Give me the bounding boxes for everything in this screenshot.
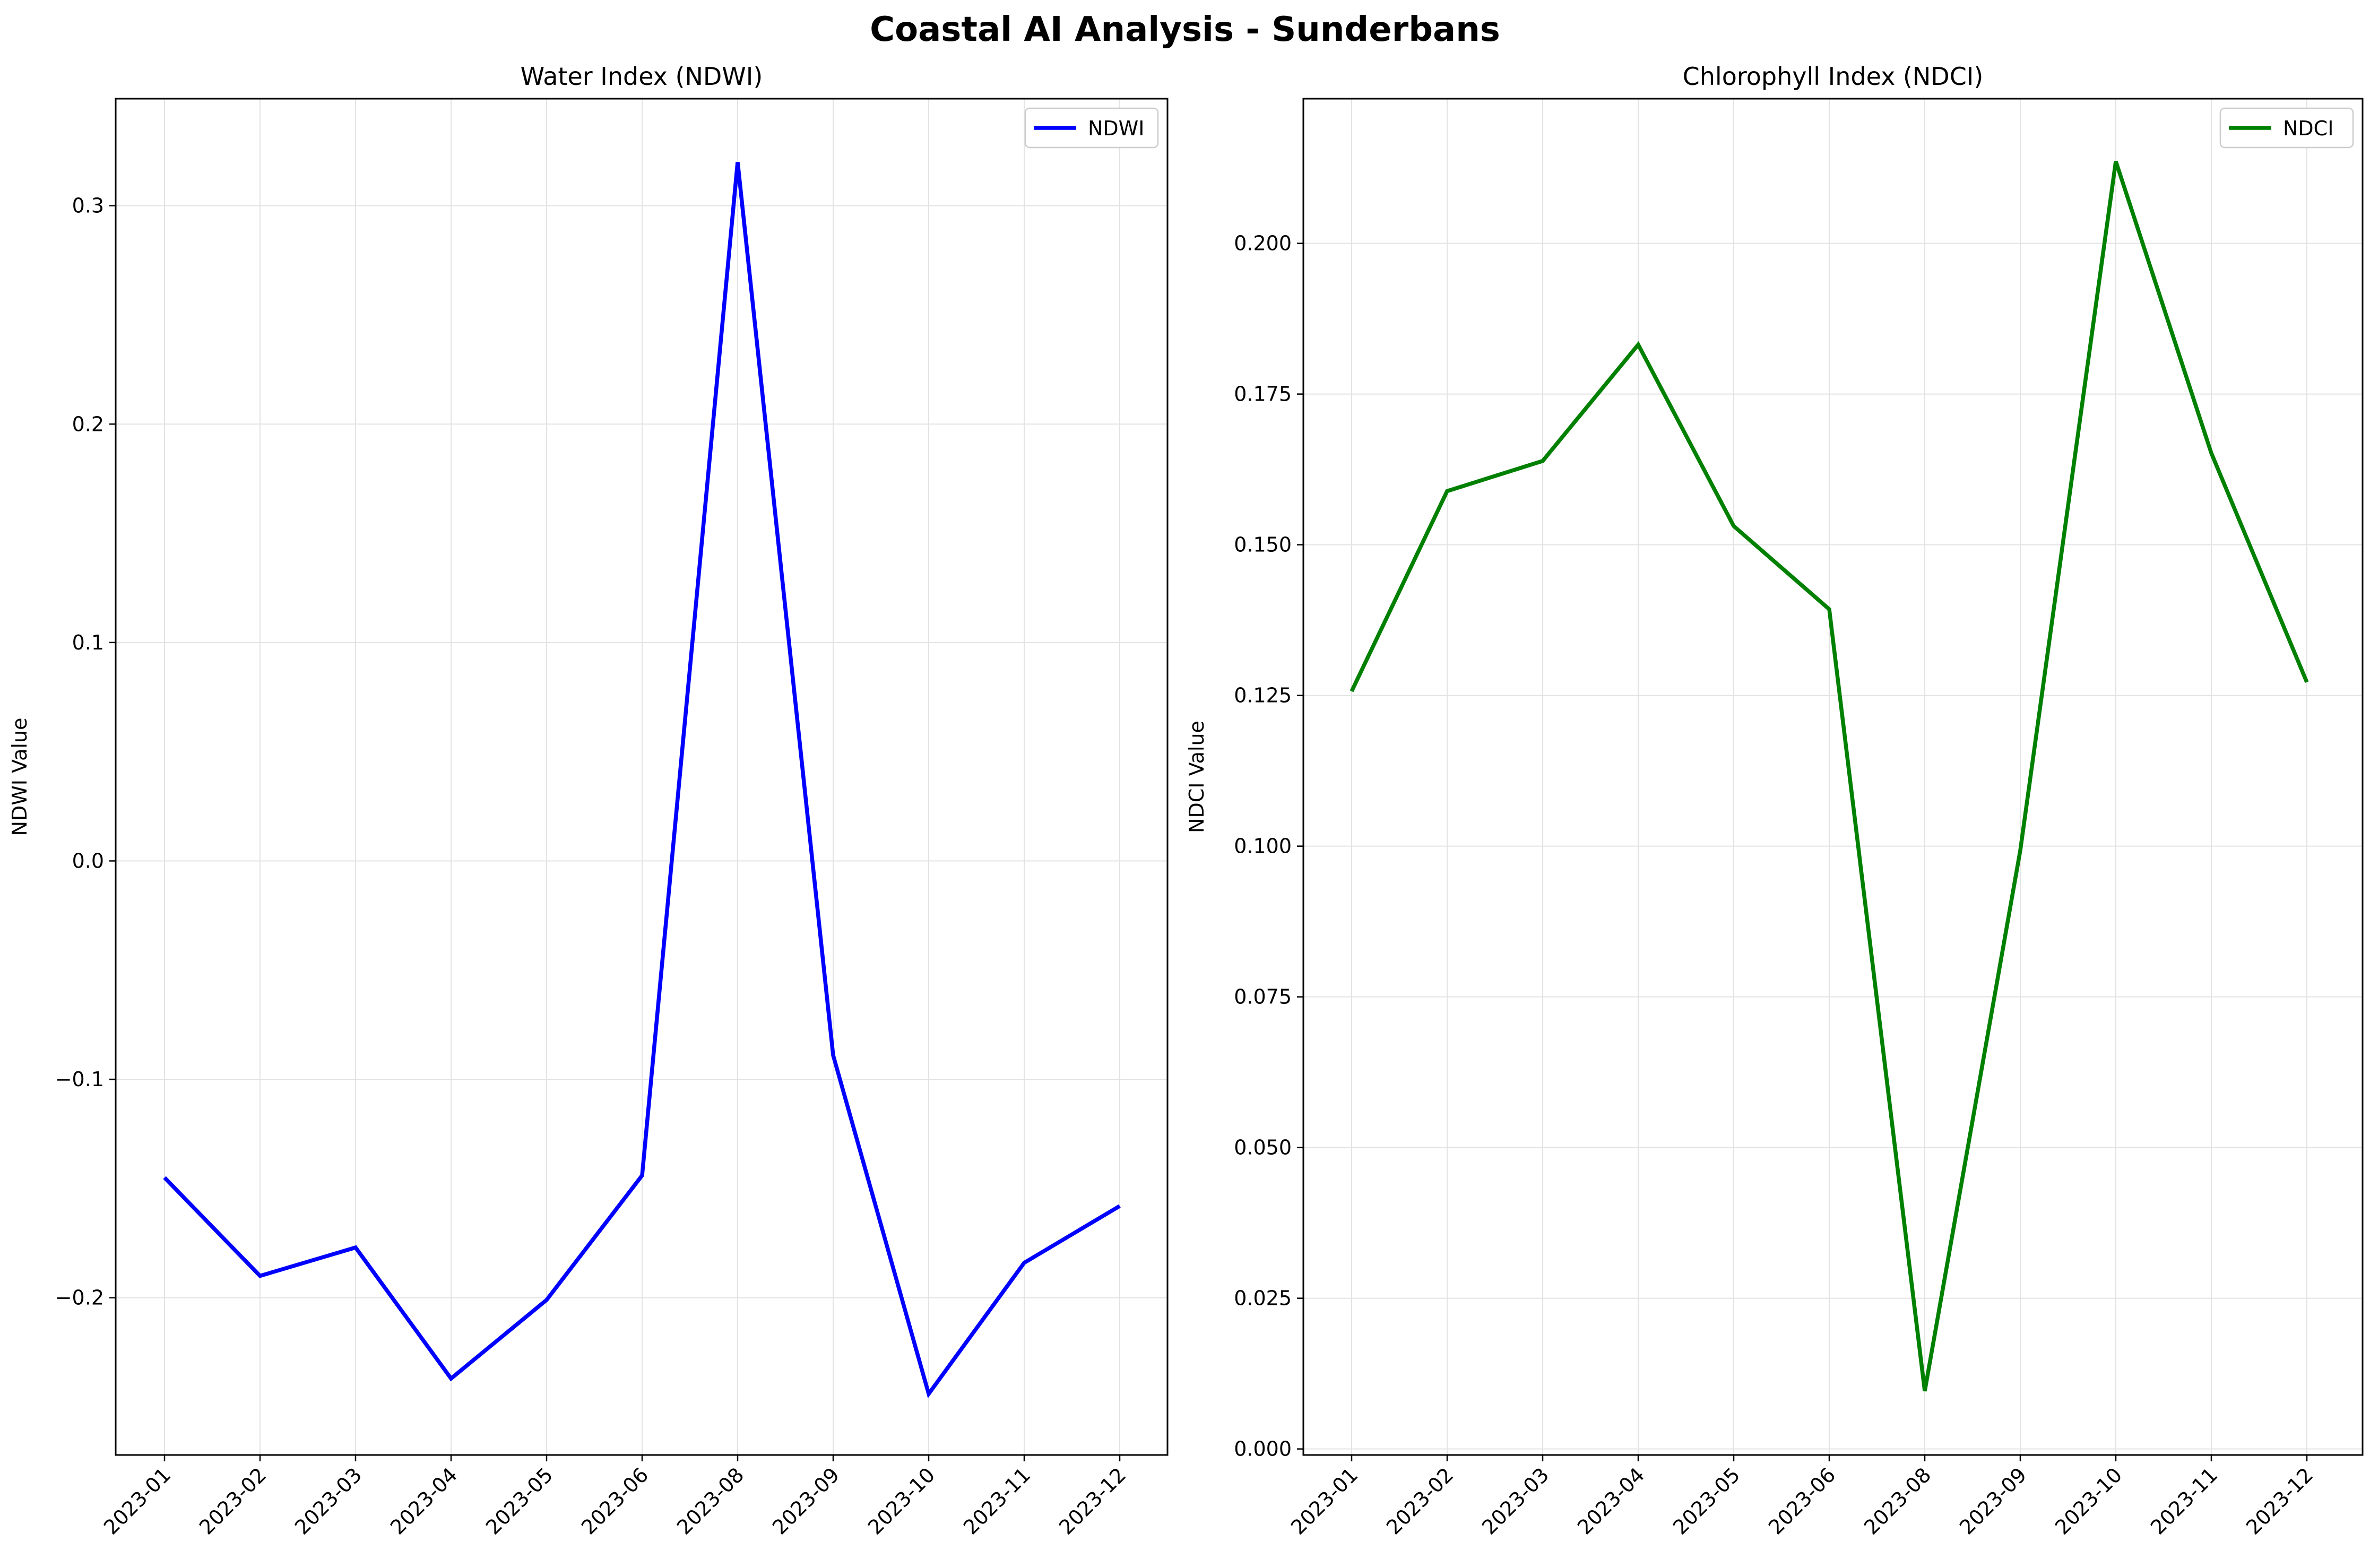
chart-panel-2: 0.000 0.025 0.050 0.075 0.100 0.125 0.150 0.175… — [1185, 62, 2364, 1539]
plot-frame — [1302, 98, 2364, 1456]
y-tick-label: 0.0 — [72, 849, 104, 872]
subplot-title: Chlorophyll Index (NDCI) — [1683, 62, 1984, 91]
plot-frame — [115, 98, 1169, 1456]
subplot-title: Water Index (NDWI) — [521, 62, 763, 91]
x-tick-label: 2023-01 — [1286, 1463, 1362, 1539]
y-tick-label: 0.200 — [1234, 232, 1292, 255]
x-tick-label: 2023-10 — [2051, 1463, 2126, 1539]
x-tick-label: 2023-04 — [1573, 1463, 1649, 1539]
x-tick-label: 2023-08 — [672, 1463, 748, 1539]
legend: NDWI — [1024, 107, 1159, 149]
y-tick-label: 0.3 — [72, 194, 104, 218]
x-tick-label: 2023-12 — [1054, 1463, 1130, 1539]
x-tick-label: 2023-04 — [386, 1463, 462, 1539]
y-tick-label: 0.150 — [1234, 533, 1292, 557]
series-line-ndwi — [163, 162, 1121, 1399]
y-tick-label: 0.000 — [1234, 1437, 1292, 1461]
x-tick-label: 2023-10 — [863, 1463, 939, 1539]
x-tick-label: 2023-05 — [1668, 1463, 1744, 1539]
x-tick-label: 2023-05 — [481, 1463, 557, 1539]
legend-box — [1024, 107, 1159, 149]
figure-title: Coastal AI Analysis - Sunderbans — [870, 10, 1500, 49]
x-tick-label: 2023-06 — [577, 1463, 653, 1539]
x-tick-label: 2023-06 — [1764, 1463, 1840, 1539]
x-tick-label: 2023-11 — [959, 1463, 1035, 1539]
y-axis-label: NDCI Value — [1185, 721, 1208, 833]
legend-label: NDWI — [1088, 117, 1144, 140]
x-tick-label: 2023-02 — [1382, 1463, 1458, 1539]
x-tick-label: 2023-02 — [195, 1463, 271, 1539]
y-axis-label: NDWI Value — [8, 718, 31, 836]
x-tick-label: 2023-01 — [99, 1463, 175, 1539]
x-tick-label: 2023-11 — [2146, 1463, 2222, 1539]
x-tick-label: 2023-09 — [768, 1463, 844, 1539]
y-tick-label: 0.025 — [1234, 1287, 1292, 1310]
x-tick-label: 2023-03 — [290, 1463, 366, 1539]
y-tick-label: 0.2 — [72, 412, 104, 436]
y-tick-label: 0.125 — [1234, 684, 1292, 707]
y-tick-label: 0.1 — [72, 631, 104, 654]
x-tick-label: 2023-09 — [1955, 1463, 2031, 1539]
x-tick-label: 2023-12 — [2242, 1463, 2317, 1539]
y-tick-label: −0.2 — [55, 1286, 104, 1310]
y-tick-label: 0.050 — [1234, 1136, 1292, 1159]
x-tick-label: 2023-08 — [1859, 1463, 1935, 1539]
legend-box — [2219, 107, 2354, 149]
legend-label: NDCI — [2283, 117, 2333, 140]
series-line-ndci — [1350, 160, 2309, 1392]
y-tick-label: −0.1 — [55, 1068, 104, 1091]
legend: NDCI — [2219, 107, 2354, 149]
x-tick-label: 2023-03 — [1477, 1463, 1553, 1539]
y-tick-label: 0.075 — [1234, 985, 1292, 1009]
y-tick-label: 0.100 — [1234, 835, 1292, 858]
y-tick-label: 0.175 — [1234, 383, 1292, 406]
